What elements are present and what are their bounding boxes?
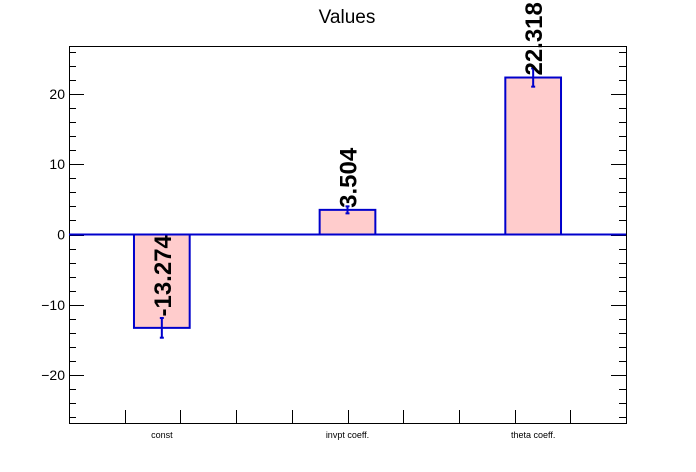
y-tick-label: −20 [41,367,65,383]
y-tick-label: 10 [49,156,65,172]
bar [132,233,191,329]
bar-value-label: 22.318 [521,2,548,75]
y-tick-label: 0 [57,227,65,243]
x-category-label: invpt coeff. [326,430,369,440]
chart-title: Values [319,7,376,28]
bars: -13.274 3.504 22.318 [69,2,626,339]
x-category-label: theta coeff. [511,430,555,440]
x-category-label: const [151,430,173,440]
bar [504,76,563,236]
bar-value-label: 3.504 [336,147,363,208]
x-axis: const invpt coeff. theta coeff. [125,410,571,440]
bar-value-label: -13.274 [150,234,177,316]
y-tick-label: −10 [41,297,65,313]
y-tick-label: 20 [49,86,65,102]
y-axis: −20 −10 0 10 20 [41,52,626,418]
